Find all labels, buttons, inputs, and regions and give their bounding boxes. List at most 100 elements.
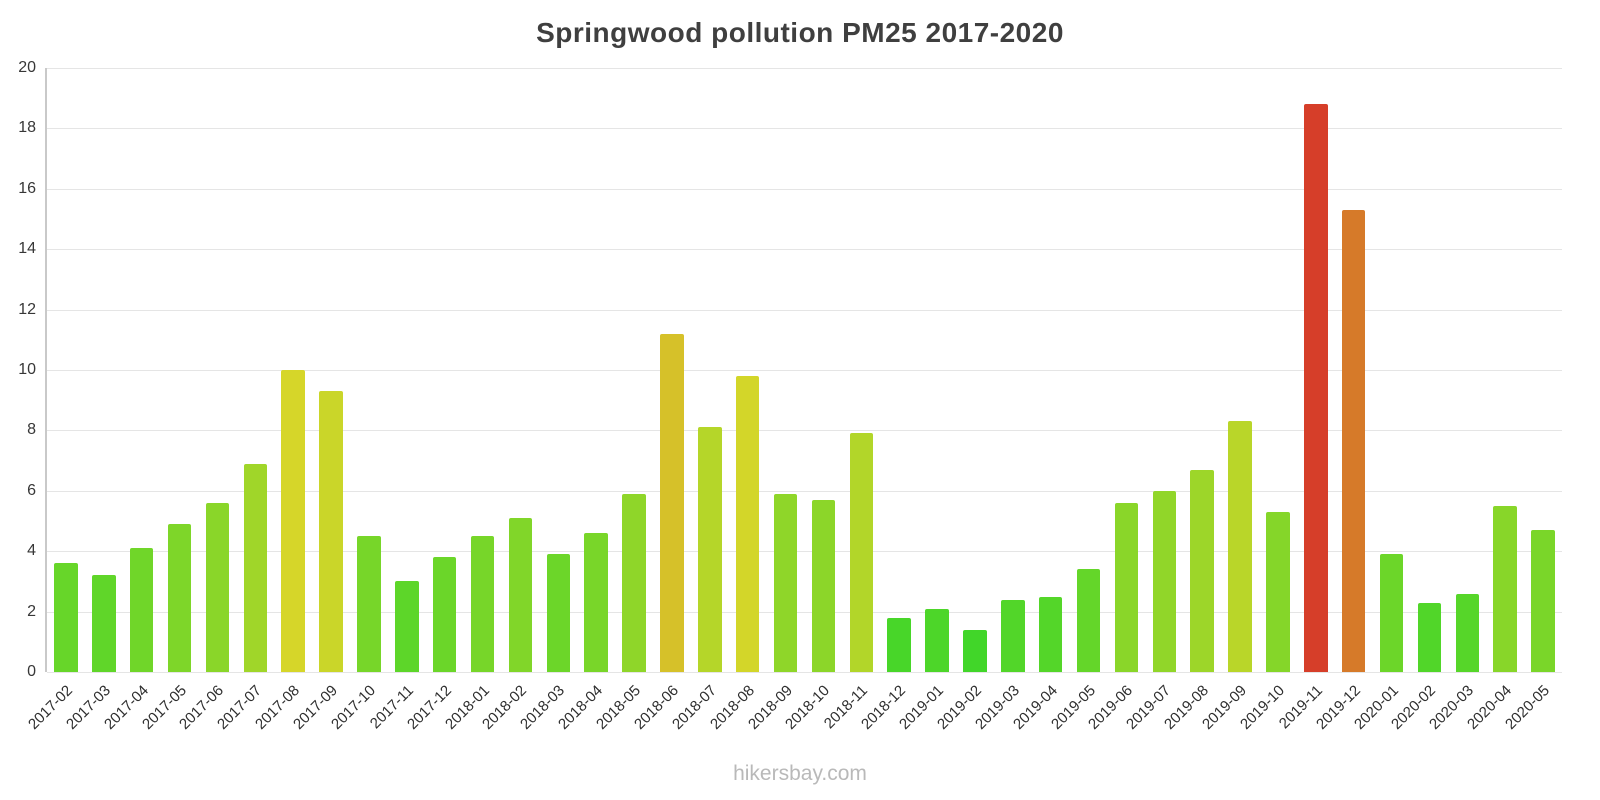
x-axis-label: 2019-12 [1312, 682, 1364, 733]
x-axis-label: 2018-12 [858, 682, 910, 733]
x-axis-label: 2019-01 [896, 682, 948, 733]
bar-2017-06 [205, 502, 230, 672]
gridline [47, 611, 1562, 613]
gridline [47, 551, 1562, 553]
y-axis: 0 2 4 6 8 10 12 14 16 18 20 [0, 59, 38, 680]
bar-2019-07 [1152, 490, 1177, 672]
x-axis-label: 2017-05 [138, 682, 190, 733]
x-axis-label: 2019-04 [1009, 682, 1061, 733]
x-axis-label: 2017-09 [290, 682, 342, 733]
watermark: hikersbay.com [733, 762, 867, 785]
bar-2018-02 [508, 518, 533, 672]
bar-2019-10 [1266, 511, 1290, 672]
bar-2017-11 [395, 581, 419, 672]
bar-2019-12 [1341, 209, 1366, 672]
gridline [47, 68, 1562, 69]
x-axis-label: 2019-08 [1161, 682, 1213, 733]
bar-2018-03 [546, 554, 571, 672]
bar-2020-03 [1455, 593, 1480, 672]
x-axis-label: 2017-11 [366, 682, 417, 733]
x-axis-label: 2020-05 [1502, 682, 1554, 733]
x-axis-label: 2017-03 [62, 682, 114, 733]
y-axis-tick-label: 4 [27, 542, 36, 560]
y-axis-tick-label: 16 [18, 179, 36, 197]
y-axis-tick-label: 12 [18, 300, 36, 318]
x-axis-label: 2020-02 [1388, 682, 1440, 733]
bar-2019-08 [1190, 469, 1214, 672]
x-axis-label: 2018-11 [821, 682, 872, 733]
y-axis-tick-label: 10 [18, 361, 36, 378]
bar-2018-04 [584, 533, 608, 672]
x-axis-label: 2017-07 [214, 682, 266, 733]
bar-2017-09 [319, 391, 343, 672]
x-axis-label: 2019-11 [1275, 682, 1326, 733]
bar-2018-12 [887, 617, 911, 672]
x-axis-label: 2018-01 [441, 682, 493, 733]
y-axis-tick-label: 14 [18, 240, 36, 258]
gridline [47, 672, 1562, 673]
x-axis-label: 2018-07 [668, 682, 720, 733]
bar-2017-04 [129, 548, 154, 672]
chart-title: Springwood pollution PM25 2017-2020 [536, 17, 1064, 48]
x-axis-label: 2017-12 [403, 682, 455, 733]
bar-2017-08 [281, 370, 305, 672]
x-axis-label: 2018-04 [555, 682, 607, 733]
gridline [47, 249, 1562, 251]
gridline [47, 370, 1562, 371]
bar-2018-01 [470, 536, 495, 672]
bar-2020-05 [1531, 530, 1555, 672]
bar-2020-01 [1379, 554, 1404, 672]
bar-2017-07 [243, 463, 268, 672]
x-axis-label: 2017-02 [24, 682, 76, 733]
bar-2018-11 [849, 433, 874, 672]
bar-2019-02 [963, 629, 987, 672]
bar-2018-08 [735, 376, 760, 672]
y-axis-tick-label: 0 [27, 663, 36, 680]
bar-2017-10 [357, 536, 381, 672]
bar-2017-03 [92, 575, 116, 672]
gridline [47, 430, 1562, 432]
x-axis-label: 2019-10 [1236, 682, 1288, 733]
x-axis-label: 2018-02 [479, 682, 531, 733]
bar-2019-05 [1076, 569, 1101, 672]
x-axis-label: 2019-05 [1047, 682, 1099, 733]
x-axis-label: 2020-04 [1464, 682, 1516, 733]
bar-2017-05 [167, 524, 192, 672]
x-axis-label: 2020-01 [1350, 682, 1402, 733]
x-axis-label: 2018-08 [706, 682, 758, 733]
x-axis-label: 2017-08 [252, 682, 304, 733]
plot-area [45, 68, 1562, 673]
x-axis-label: 2020-03 [1426, 682, 1478, 733]
x-axis-label: 2017-06 [176, 682, 228, 733]
bar-2017-02 [54, 563, 78, 672]
x-axis-label: 2018-05 [593, 682, 645, 733]
gridline [47, 309, 1562, 311]
x-axis-label: 2019-03 [971, 682, 1023, 733]
bar-2019-09 [1228, 421, 1252, 672]
y-axis-tick-label: 2 [27, 602, 36, 620]
bar-2018-05 [622, 493, 646, 672]
bar-2019-03 [1001, 599, 1025, 672]
bar-2018-09 [773, 493, 798, 672]
x-axis-label: 2018-03 [517, 682, 569, 733]
y-axis-tick-label: 20 [18, 59, 36, 76]
y-axis-tick-label: 6 [27, 481, 36, 499]
bar-2018-10 [811, 499, 836, 672]
gridline [47, 490, 1562, 492]
bar-2020-04 [1493, 505, 1517, 672]
bar-2017-12 [432, 557, 457, 672]
y-axis-tick-label: 8 [27, 421, 36, 439]
x-axis-label: 2019-07 [1123, 682, 1175, 733]
bar-2020-02 [1417, 602, 1442, 672]
y-axis-tick-label: 18 [18, 119, 36, 137]
bar-2018-07 [698, 427, 722, 672]
x-axis-label: 2019-06 [1085, 682, 1137, 733]
x-axis-label: 2019-02 [933, 682, 985, 733]
gridline [47, 188, 1562, 190]
bar-2019-01 [925, 608, 949, 672]
gridline [47, 128, 1562, 130]
bar-2019-06 [1114, 502, 1139, 672]
bar-2019-04 [1038, 596, 1063, 672]
bar-2018-06 [660, 333, 684, 672]
x-axis-label: 2018-06 [630, 682, 682, 733]
